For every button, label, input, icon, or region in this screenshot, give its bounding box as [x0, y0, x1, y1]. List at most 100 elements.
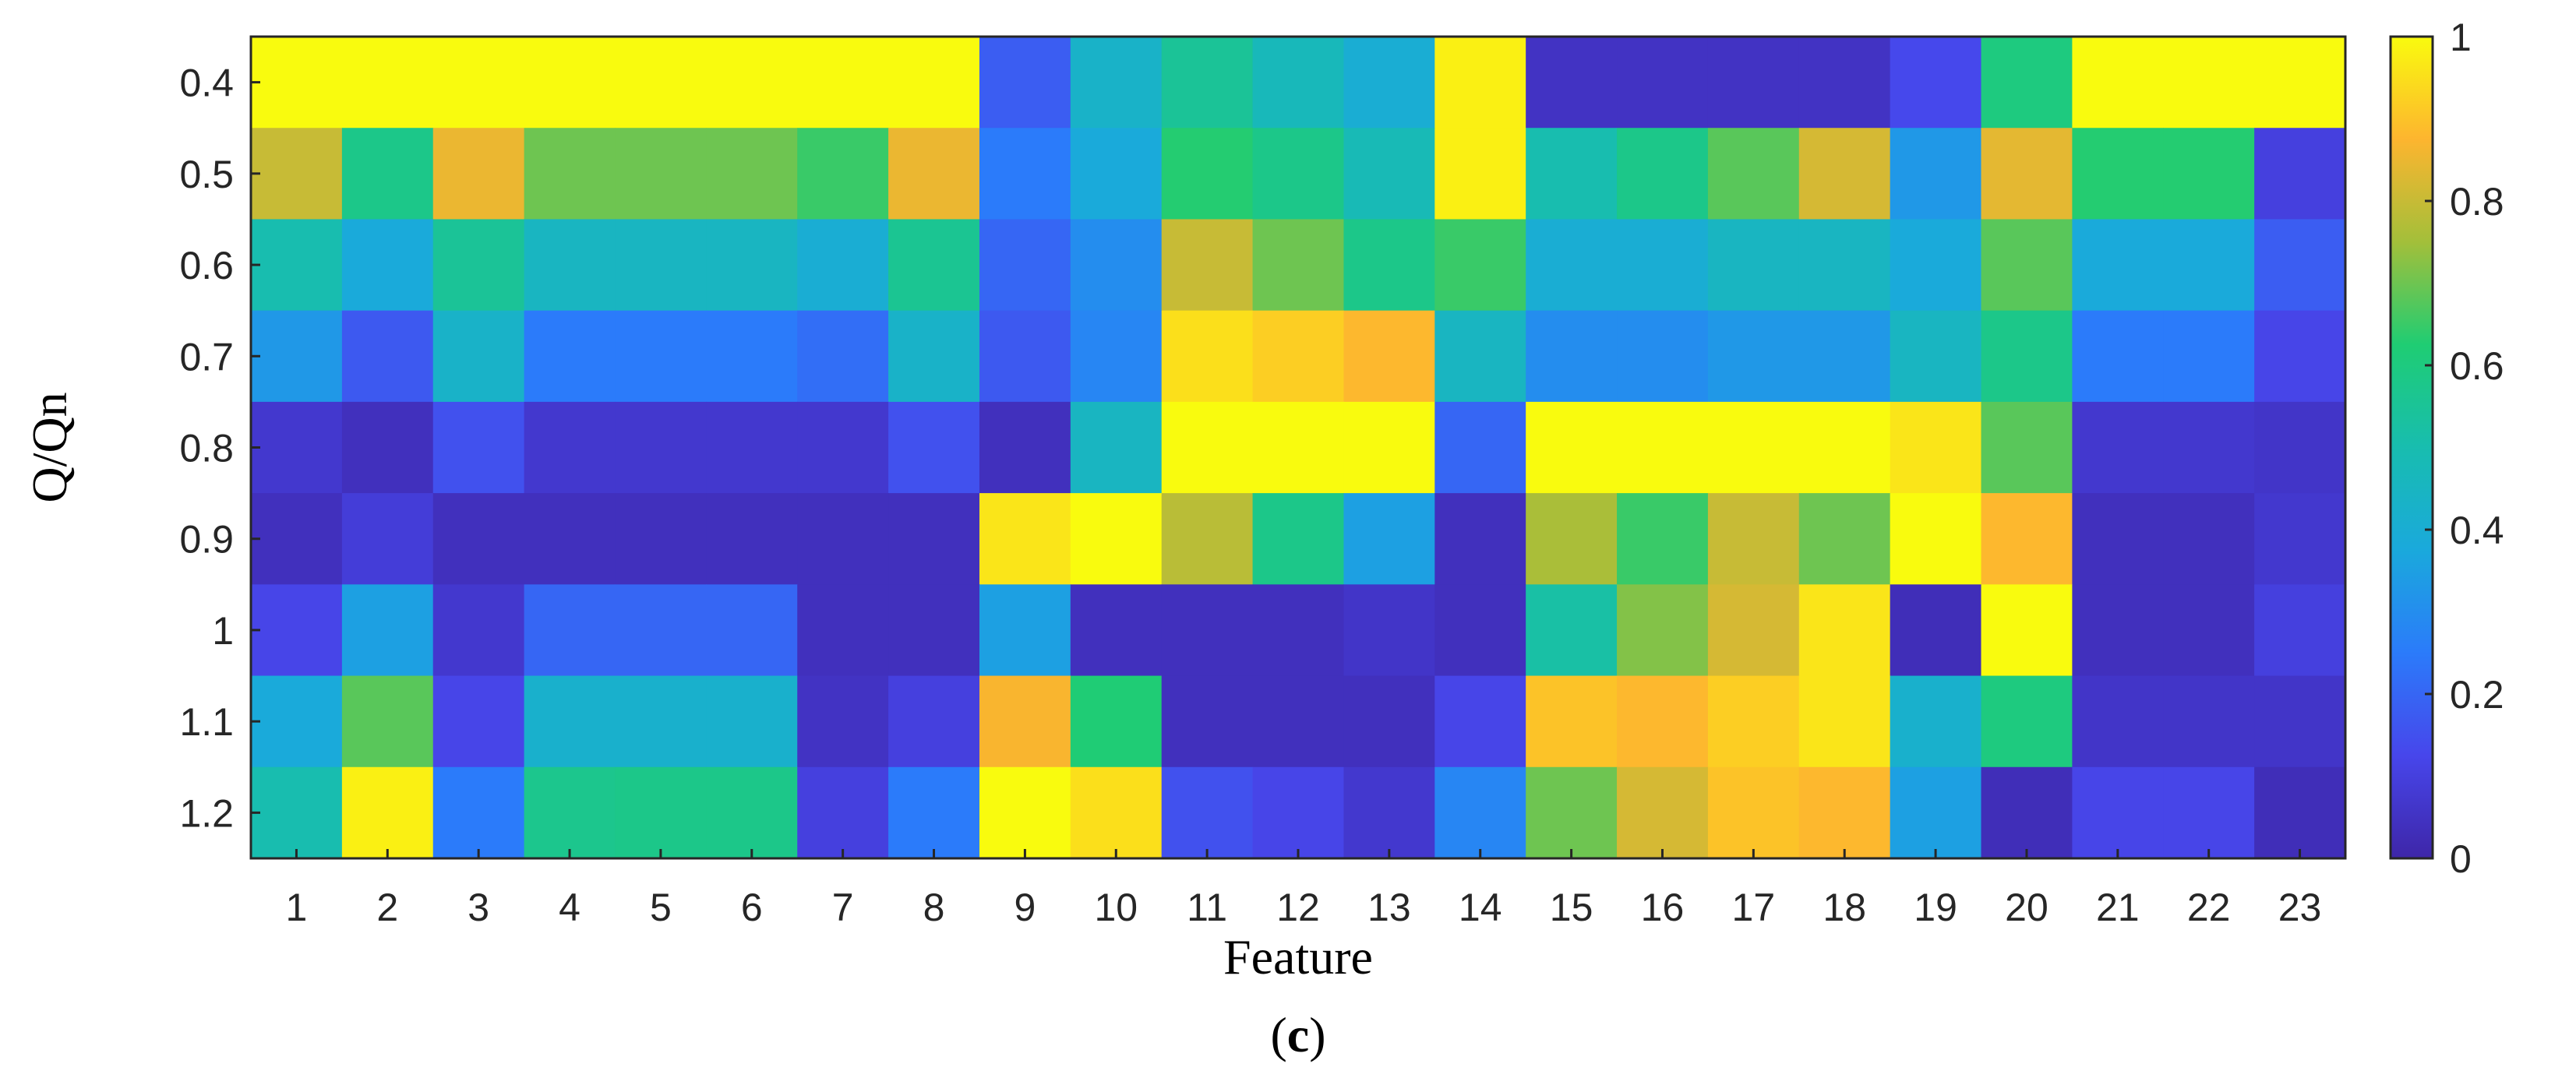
- heatmap-cell: [1617, 128, 1709, 220]
- heatmap-cell: [1798, 37, 1891, 129]
- heatmap-cell: [1890, 493, 1982, 585]
- panel-label-letter: c: [1287, 1007, 1309, 1062]
- heatmap-cell: [2072, 37, 2164, 129]
- heatmap-cell: [341, 310, 434, 403]
- heatmap-cell: [615, 493, 707, 585]
- heatmap-cell: [1343, 493, 1435, 585]
- heatmap-cell: [2254, 675, 2346, 768]
- heatmap-cell: [1707, 128, 1800, 220]
- heatmap-cell: [1252, 675, 1345, 768]
- heatmap-cell: [1434, 584, 1526, 677]
- heatmap-cell: [2254, 310, 2346, 403]
- heatmap-cell: [979, 584, 1071, 677]
- x-tick-label: 8: [923, 886, 945, 929]
- heatmap-cell: [1890, 219, 1982, 312]
- heatmap-cell: [1981, 310, 2073, 403]
- x-tick-label: 3: [468, 886, 489, 929]
- heatmap-cell: [1161, 401, 1254, 494]
- heatmap-cell: [615, 219, 707, 312]
- heatmap-cell: [888, 37, 980, 129]
- heatmap-cell: [979, 128, 1071, 220]
- heatmap-cell: [1161, 219, 1254, 312]
- heatmap-cell: [615, 37, 707, 129]
- heatmap-cell: [1707, 766, 1800, 859]
- heatmap-cell: [1526, 128, 1618, 220]
- heatmap-cell: [1252, 401, 1345, 494]
- heatmap-cell: [1434, 219, 1526, 312]
- heatmap-cell: [1707, 310, 1800, 403]
- heatmap-cell: [251, 493, 343, 585]
- heatmap-cell: [2254, 766, 2346, 859]
- x-tick-label: 16: [1641, 886, 1685, 929]
- heatmap-cell: [2254, 128, 2346, 220]
- heatmap-cell: [1617, 493, 1709, 585]
- heatmap-cell: [1981, 128, 2073, 220]
- heatmap-cell: [2072, 584, 2164, 677]
- heatmap-cell: [432, 493, 525, 585]
- x-tick-label: 22: [2187, 886, 2231, 929]
- x-tick-label: 19: [1914, 886, 1957, 929]
- heatmap-cell: [888, 493, 980, 585]
- heatmap-cell: [797, 128, 889, 220]
- heatmap-cell: [706, 675, 798, 768]
- heatmap-cell: [1070, 766, 1163, 859]
- colorbar-tick-label: 0.2: [2450, 673, 2504, 717]
- colorbar-tick-label: 1: [2450, 16, 2472, 59]
- heatmap-cell: [341, 766, 434, 859]
- heatmap-cell: [2254, 37, 2346, 129]
- heatmap-cell: [2163, 401, 2255, 494]
- heatmap-cell: [888, 584, 980, 677]
- heatmap-cell: [1343, 766, 1435, 859]
- heatmap-cell: [1434, 128, 1526, 220]
- heatmap-cell: [1526, 584, 1618, 677]
- heatmap-cell: [1617, 675, 1709, 768]
- heatmap-cell: [2072, 128, 2164, 220]
- heatmap-cell: [706, 37, 798, 129]
- heatmap-cell: [524, 310, 616, 403]
- heatmap-cell: [524, 766, 616, 859]
- heatmap-cell: [1526, 310, 1618, 403]
- heatmap-cell: [2072, 493, 2164, 585]
- colorbar-ticks: 0 0.2 0.4 0.6 0.8 1: [2425, 16, 2504, 881]
- heatmap-cell: [615, 401, 707, 494]
- heatmap-cell: [2163, 493, 2255, 585]
- heatmap-cell: [1434, 766, 1526, 859]
- heatmap-cell: [2163, 310, 2255, 403]
- x-tick-label: 9: [1014, 886, 1036, 929]
- heatmap-cell: [888, 675, 980, 768]
- heatmap-cell: [1890, 37, 1982, 129]
- heatmap-cell: [524, 219, 616, 312]
- heatmap-cell: [1252, 219, 1345, 312]
- x-tick-label: 5: [650, 886, 672, 929]
- heatmap-cell: [432, 128, 525, 220]
- heatmap-cell: [341, 401, 434, 494]
- heatmap-cell: [706, 401, 798, 494]
- heatmap-cell: [615, 766, 707, 859]
- y-tick-label: 1.1: [179, 700, 234, 744]
- heatmap-cell: [1252, 493, 1345, 585]
- heatmap-cell: [1434, 37, 1526, 129]
- heatmap-cell: [1981, 766, 2073, 859]
- heatmap-cell: [1707, 584, 1800, 677]
- heatmap-cell: [2254, 584, 2346, 677]
- heatmap-cell: [1434, 493, 1526, 585]
- x-tick-label: 12: [1276, 886, 1320, 929]
- heatmap-cell: [1161, 37, 1254, 129]
- heatmap-cell: [524, 493, 616, 585]
- heatmap-cell: [1252, 128, 1345, 220]
- y-tick-label: 0.8: [179, 427, 234, 470]
- heatmap-cell: [888, 128, 980, 220]
- heatmap-cell: [1434, 401, 1526, 494]
- heatmap-cell: [1707, 493, 1800, 585]
- heatmap-cell: [1434, 310, 1526, 403]
- heatmap-cell: [1890, 584, 1982, 677]
- x-tick-label: 15: [1550, 886, 1593, 929]
- heatmap-cell: [432, 675, 525, 768]
- heatmap-cell: [341, 675, 434, 768]
- heatmap-cell: [1707, 675, 1800, 768]
- heatmap-cell: [1526, 401, 1618, 494]
- heatmap-cell: [1343, 310, 1435, 403]
- heatmap-cell: [524, 675, 616, 768]
- heatmap-cell: [251, 310, 343, 403]
- heatmap-cell: [1981, 219, 2073, 312]
